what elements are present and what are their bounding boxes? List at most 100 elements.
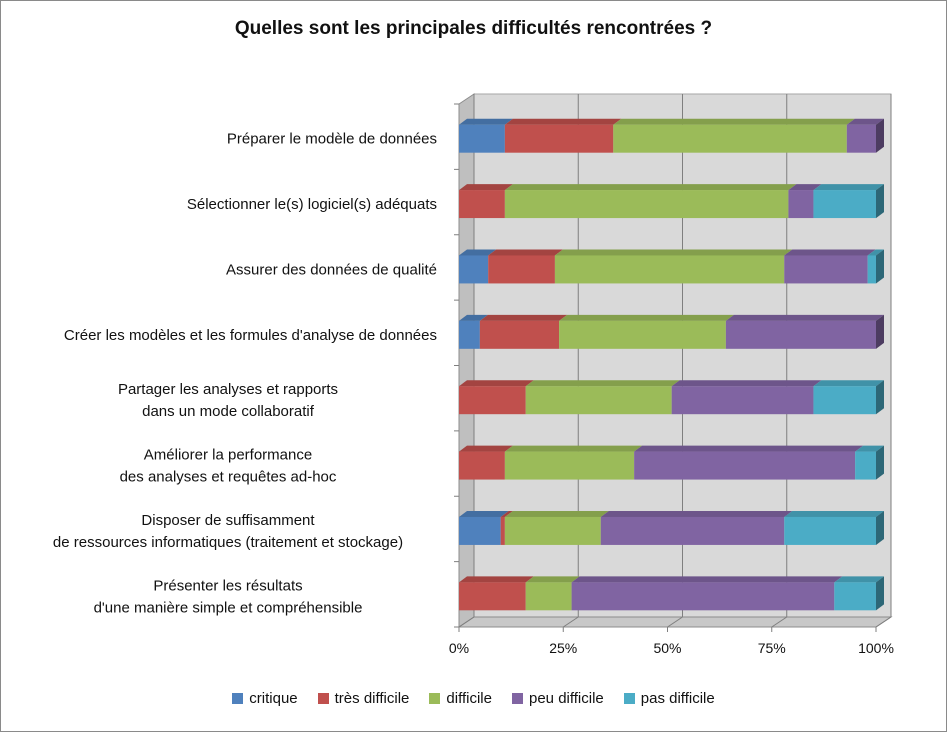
bar-segment-critique [459, 255, 489, 284]
bar-segment-très-difficile-top [504, 118, 622, 125]
bar-segment-peu-difficile-top [671, 380, 822, 387]
x-tick-label: 75% [758, 640, 786, 656]
bar-segment-pas-difficile-end [876, 184, 884, 219]
x-tick-label: 50% [653, 640, 681, 656]
category-label: Partager les analyses et rapports [118, 381, 338, 398]
bar-segment-peu-difficile-top [571, 576, 843, 583]
bar-segment-peu-difficile [600, 516, 785, 545]
bar-segment-difficile-top [525, 576, 580, 583]
legend-label: très difficile [334, 690, 410, 707]
bar-segment-difficile [554, 255, 785, 284]
bar-segment-pas-difficile-top [855, 445, 884, 452]
legend-item: peu difficile [512, 690, 604, 707]
category-labels: Préparer le modèle de données Sélectionne… [53, 131, 437, 617]
bar-segment-critique [459, 320, 480, 349]
bar-segment-difficile [613, 124, 847, 153]
legend-swatch [429, 693, 441, 704]
legend-item: très difficile [317, 690, 410, 707]
bar-segment-pas-difficile-end [876, 380, 884, 415]
legend-item: critique [232, 690, 298, 707]
x-tick-label: 100% [858, 640, 894, 656]
bar-segment-pas-difficile-end [876, 445, 884, 480]
bar-segment-difficile [504, 190, 789, 219]
bar-segment-pas-difficile-end [876, 510, 884, 545]
bar-segment-critique-top [459, 314, 488, 321]
bar-segment-peu-difficile-top [788, 184, 822, 191]
bar-segment-pas-difficile-top [813, 380, 884, 387]
bar-segment-très-difficile [504, 124, 614, 153]
bar-segment-peu-difficile-top [634, 445, 864, 452]
bar-segment-difficile [504, 451, 635, 480]
bar-segment-pas-difficile-top [813, 184, 884, 191]
bar-segment-difficile [525, 582, 572, 611]
bar-segment-peu-difficile-top [725, 314, 884, 321]
category-label: de ressources informatiques (traitement … [53, 534, 403, 551]
bar-segment-difficile-top [504, 445, 643, 452]
bar-segment-très-difficile-top [488, 249, 563, 256]
legend-label: peu difficile [529, 690, 604, 707]
legend-label: pas difficile [640, 690, 715, 707]
category-label: Préparer le modèle de données [227, 131, 437, 148]
floor-gridline [458, 616, 475, 628]
bar-segment-pas-difficile-top [834, 576, 884, 583]
bar-segment-pas-difficile-end [876, 249, 884, 284]
legend-label: difficile [446, 690, 492, 707]
bar-segment-peu-difficile [846, 124, 876, 153]
bar-segment-très-difficile [459, 190, 505, 219]
x-tick-labels: 0% 25% 50% 75% 100% [449, 640, 894, 656]
plot-walls [457, 93, 893, 628]
bar-segment-pas-difficile [834, 582, 876, 611]
category-label: Présenter les résultats [153, 577, 302, 594]
category-label: Créer les modèles et les formules d'anal… [64, 327, 437, 344]
floor-gridline [875, 616, 892, 628]
legend-swatch [512, 693, 523, 704]
bar-segment-difficile-top [504, 510, 609, 517]
bar-segment-pas-difficile [855, 451, 876, 480]
category-label: d'une manière simple et compréhensible [94, 599, 363, 616]
bar-segment-pas-difficile [784, 516, 876, 545]
bar-segment-critique-top [459, 510, 509, 517]
bar-segment-difficile-top [559, 314, 734, 321]
floor-gridline [562, 616, 579, 628]
bar-segment-peu-difficile [671, 386, 814, 415]
category-label: dans un mode collaboratif [142, 403, 315, 420]
bar-segment-critique [459, 516, 501, 545]
category-label: Améliorer la performance [144, 447, 312, 464]
bar-segment-critique [459, 124, 505, 153]
bar-segment-très-difficile-top [459, 576, 534, 583]
legend-item: difficile [429, 690, 492, 707]
bar-segment-difficile [559, 320, 726, 349]
floor-gridline [771, 616, 788, 628]
bar-segment-pas-difficile-end [876, 576, 884, 611]
bar-segment-peu-difficile [784, 255, 868, 284]
bar-segment-difficile-top [504, 184, 797, 191]
category-label: Disposer de suffisamment [141, 512, 315, 529]
legend-swatch [232, 693, 244, 704]
bar-segment-peu-difficile-top [784, 249, 876, 256]
bar-segment-très-difficile [488, 255, 555, 284]
bar-segment-difficile-top [613, 118, 855, 125]
side-wall [458, 93, 475, 628]
bar-segment-pas-difficile [813, 190, 876, 219]
bar-segment-peu-difficile-top [846, 118, 884, 125]
bar-segment-peu-difficile-end [876, 118, 884, 153]
bar-segment-très-difficile [459, 582, 526, 611]
bar-segment-peu-difficile-end [876, 314, 884, 349]
bar-segment-pas-difficile [813, 386, 876, 415]
bar-segment-pas-difficile [867, 255, 876, 284]
bar-segment-très-difficile [459, 386, 526, 415]
legend-label: critique [249, 690, 298, 707]
x-tick-label: 0% [449, 640, 469, 656]
legend-swatch [623, 693, 635, 704]
category-label: Sélectionner le(s) logiciel(s) adéquats [187, 196, 437, 213]
category-label: des analyses et requêtes ad-hoc [120, 469, 337, 486]
legend: critique très difficile difficile peu diffi… [0, 690, 947, 707]
legend-swatch [317, 693, 329, 704]
bar-segment-très-difficile [479, 320, 560, 349]
bar-segment-très-difficile-top [479, 314, 568, 321]
bar-segment-peu-difficile [571, 582, 835, 611]
bar-segment-très-difficile-top [500, 510, 513, 517]
bar-segment-très-difficile [459, 451, 505, 480]
bar-segment-très-difficile [500, 516, 505, 545]
